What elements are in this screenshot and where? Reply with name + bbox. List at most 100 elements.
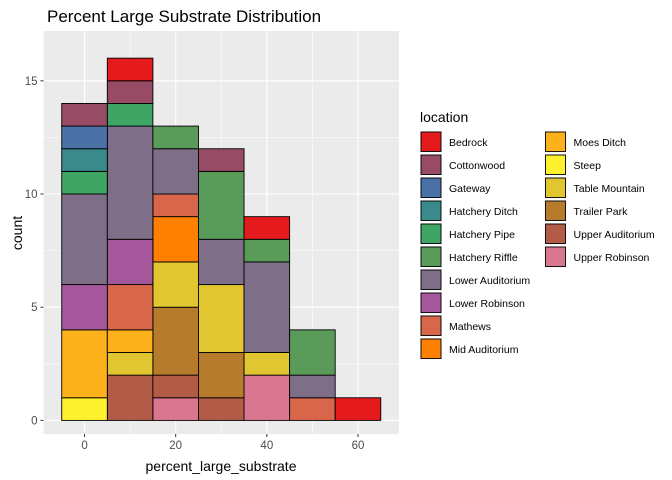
bar-segment — [106, 80, 154, 104]
legend-label: Steep — [574, 160, 602, 172]
x-tick-label: 20 — [169, 440, 182, 452]
y-axis-title: count — [9, 216, 25, 250]
legend-swatch — [545, 223, 566, 244]
legend-swatch — [545, 246, 566, 267]
legend-label: Moes Ditch — [574, 137, 627, 149]
bar-segment — [152, 148, 199, 195]
bar-segment — [61, 148, 108, 172]
bar-segment — [243, 374, 291, 421]
legend-swatch — [420, 315, 442, 336]
bar-segment — [198, 238, 245, 286]
bar-segment — [243, 216, 291, 240]
legend-item: Lower Robinson — [420, 292, 525, 314]
bar-segment — [61, 170, 108, 195]
bar-segment — [61, 397, 108, 421]
legend-swatch — [420, 200, 442, 221]
legend-label: Gateway — [449, 183, 491, 195]
legend-item: Steep — [544, 154, 602, 176]
bar-segment — [152, 261, 199, 308]
bar-segment — [198, 397, 245, 421]
legend-swatch — [420, 338, 442, 359]
legend-item: Table Mountain — [544, 177, 645, 199]
legend-swatch — [420, 269, 442, 290]
bar-segment — [106, 329, 154, 353]
bar-segment — [152, 397, 199, 421]
legend-swatch — [420, 223, 442, 244]
legend-label: Table Mountain — [574, 183, 645, 195]
bar-segment — [106, 374, 154, 421]
legend-item: Mid Auditorium — [420, 338, 519, 360]
bar-segment — [61, 102, 108, 127]
legend-item: Mathews — [420, 315, 491, 337]
legend-item: Lower Auditorium — [420, 269, 530, 291]
legend-label: Hatchery Ditch — [449, 206, 518, 218]
x-tick-label: 0 — [81, 440, 87, 452]
y-tick-label: 15 — [25, 76, 38, 88]
bar-segment — [106, 352, 154, 376]
bar-segment — [198, 170, 245, 240]
y-tick-label: 0 — [31, 415, 37, 427]
x-tick-label: 60 — [352, 440, 365, 452]
legend-swatch — [420, 246, 442, 267]
legend-item: Moes Ditch — [544, 131, 627, 153]
bar-segment — [106, 238, 154, 286]
legend-swatch — [545, 131, 566, 152]
bar-segment — [106, 125, 154, 240]
legend-title: location — [420, 109, 468, 125]
legend-label: Mathews — [449, 321, 491, 333]
legend: Bedrock Cottonwood Gateway Hatchery Ditch Ha… — [420, 131, 655, 360]
legend-item: Trailer Park — [544, 200, 628, 222]
bar-segment — [152, 125, 199, 150]
legend-item: Bedrock — [420, 131, 488, 153]
bar-segment — [106, 284, 154, 331]
bars — [61, 57, 382, 421]
bar-segment — [106, 57, 154, 82]
legend-swatch — [420, 154, 442, 175]
bar-segment — [61, 125, 108, 150]
legend-swatch — [420, 131, 442, 152]
legend-label: Hatchery Pipe — [449, 229, 515, 241]
x-tick-label: 40 — [260, 440, 273, 452]
legend-item: Hatchery Pipe — [420, 223, 515, 245]
legend-label: Lower Auditorium — [449, 275, 530, 287]
legend-item: Gateway — [420, 177, 491, 199]
legend-label: Upper Robinson — [574, 252, 650, 264]
x-axis: 0 20 40 60 — [81, 434, 364, 452]
y-axis: 0 5 10 15 — [25, 76, 44, 427]
x-axis-title: percent_large_substrate — [146, 458, 297, 474]
legend-label: Hatchery Riffle — [449, 252, 518, 264]
legend-swatch — [545, 177, 566, 198]
legend-swatch — [545, 154, 566, 175]
bar-segment — [61, 329, 108, 399]
bar-segment — [243, 261, 291, 353]
legend-swatch — [420, 177, 442, 198]
legend-label: Mid Auditorium — [449, 344, 519, 356]
legend-item: Upper Auditorium — [544, 223, 655, 245]
bar-segment — [106, 102, 154, 127]
legend-label: Bedrock — [449, 137, 488, 149]
bar-segment — [152, 374, 199, 399]
legend-swatch — [420, 292, 442, 313]
legend-item: Cottonwood — [420, 154, 505, 176]
bar-segment — [334, 397, 382, 421]
legend-swatch — [545, 200, 566, 221]
chart-title: Percent Large Substrate Distribution — [47, 7, 321, 26]
bar-segment — [152, 216, 199, 263]
bar-segment — [243, 238, 291, 263]
bar-segment — [289, 397, 336, 421]
y-tick-label: 5 — [31, 302, 37, 314]
bar-segment — [289, 329, 336, 376]
legend-label: Upper Auditorium — [574, 229, 655, 241]
bar-segment — [198, 148, 245, 172]
y-tick-label: 10 — [25, 189, 38, 201]
bar-segment — [198, 352, 245, 399]
legend-item: Hatchery Ditch — [420, 200, 518, 222]
bar-segment — [61, 284, 108, 331]
bar-segment — [152, 306, 199, 376]
bar-segment — [198, 284, 245, 353]
bar-segment — [243, 352, 291, 376]
bar-segment — [61, 193, 108, 286]
legend-item: Hatchery Riffle — [420, 246, 518, 268]
legend-label: Cottonwood — [449, 160, 505, 172]
